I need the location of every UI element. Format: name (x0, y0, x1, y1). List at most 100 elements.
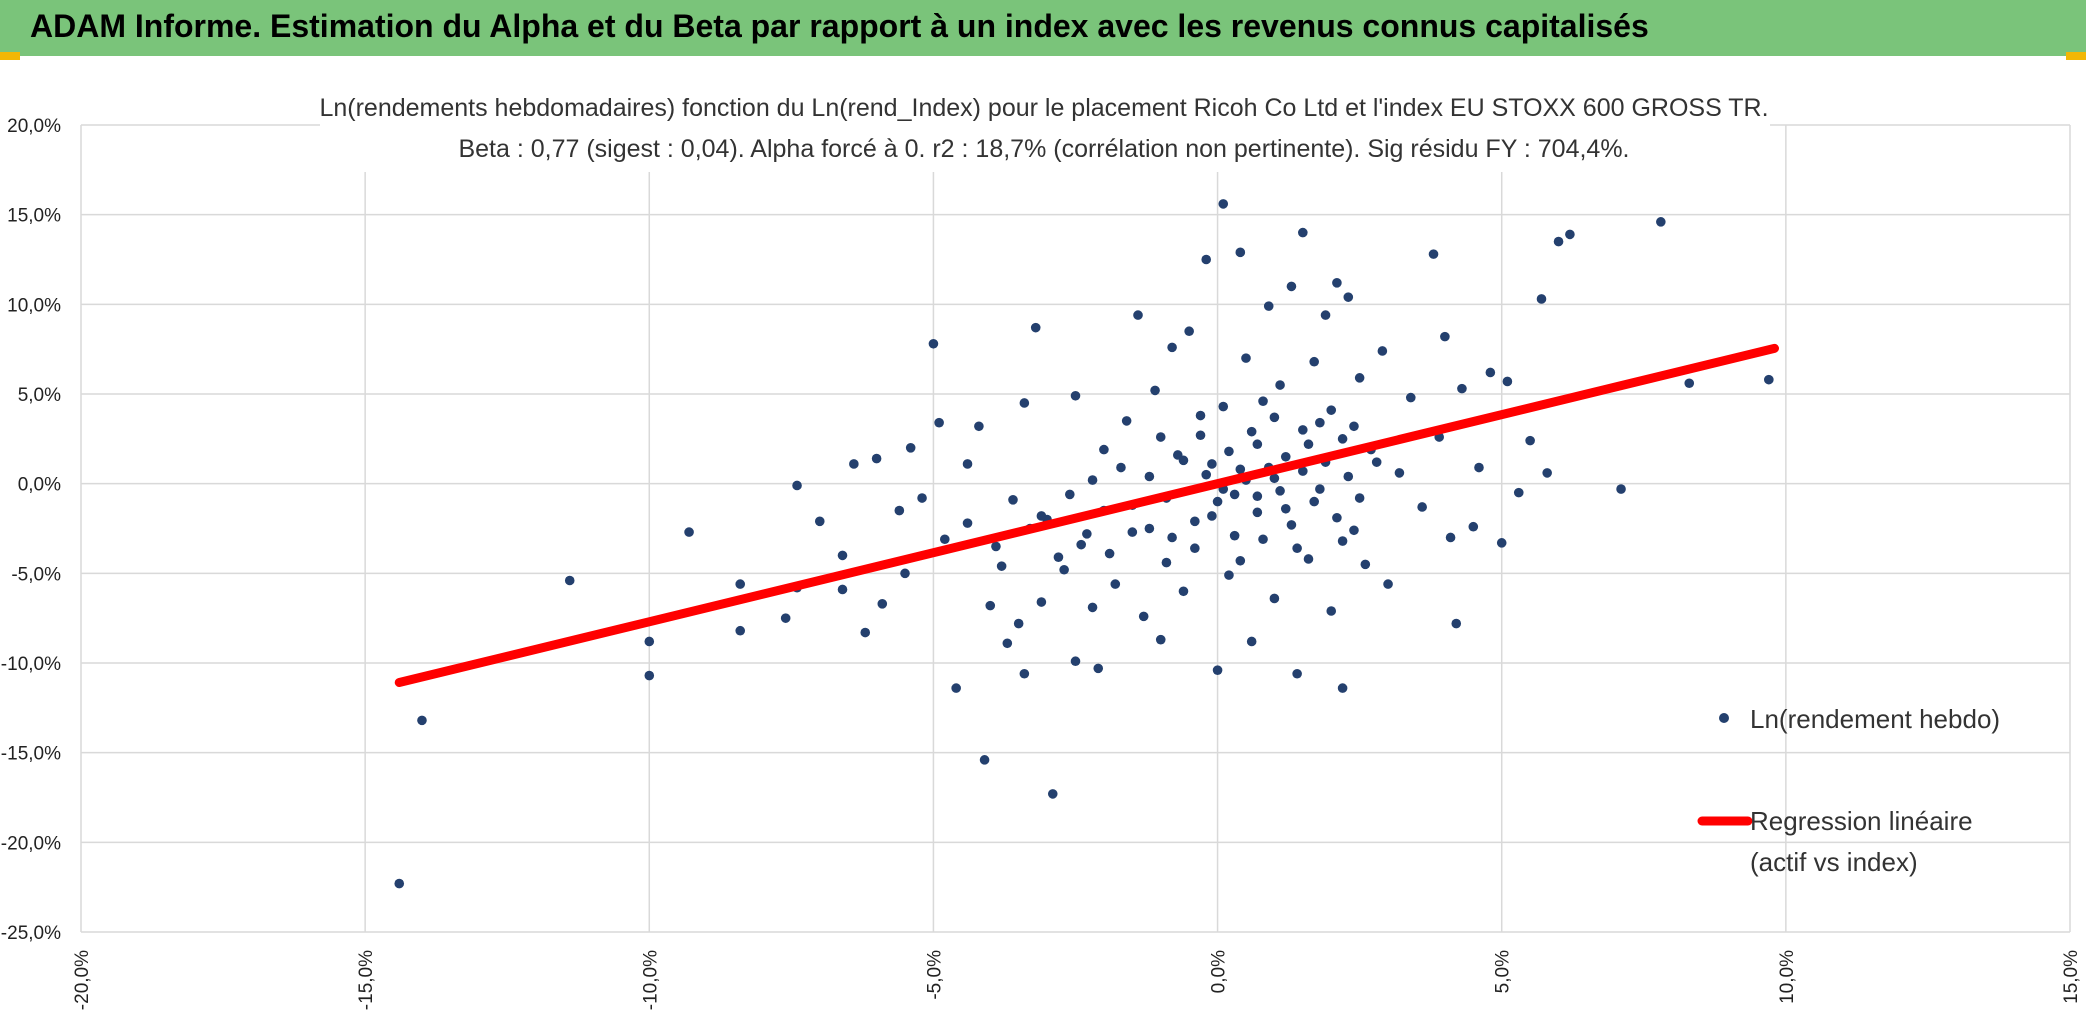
data-point (860, 627, 871, 638)
data-point (1451, 618, 1462, 629)
data-point (917, 493, 927, 503)
data-point (1371, 457, 1382, 467)
data-point (1190, 516, 1200, 527)
data-point (1036, 511, 1047, 521)
data-point (1224, 446, 1234, 457)
data-point (1218, 199, 1229, 209)
data-point (1502, 376, 1513, 387)
data-point (1235, 247, 1246, 258)
data-point (1246, 636, 1257, 647)
data-point (1292, 668, 1302, 679)
data-point (1207, 511, 1217, 521)
data-point (1059, 564, 1069, 575)
data-point (417, 715, 427, 726)
data-point (1542, 468, 1552, 478)
data-point (1155, 634, 1166, 645)
data-point (928, 338, 939, 349)
data-point (1309, 356, 1319, 367)
data-point (1280, 451, 1291, 462)
x-axis-tick-labels: -20,0% -15,0% -10,0% -5,0% 0,0% 5,0% 10,0% 15,0… (72, 950, 2082, 1010)
data-point (1070, 656, 1081, 667)
data-point (1332, 512, 1342, 523)
title-background (320, 84, 1770, 172)
data-point (394, 878, 405, 889)
data-point (1087, 475, 1098, 485)
data-point (1764, 374, 1774, 385)
data-point (1019, 398, 1030, 408)
data-point (1485, 367, 1496, 378)
data-point (849, 459, 859, 469)
data-point (837, 550, 848, 561)
data-point (1144, 471, 1155, 482)
data-point (1053, 552, 1064, 562)
data-point (1525, 435, 1535, 446)
y-tick-label: -20,0% (1, 833, 61, 854)
data-point (1099, 444, 1109, 455)
x-tick-label: 0,0% (1209, 950, 1230, 993)
data-point (1377, 346, 1388, 356)
header-bar: ADAM Informe. Estimation du Alpha et du … (0, 0, 2086, 56)
data-point (1303, 554, 1314, 564)
data-point (780, 613, 791, 623)
data-point (1133, 310, 1143, 320)
chart-title-line2: Beta : 0,77 (sigest : 0,04). Alpha forcé… (458, 135, 1629, 163)
data-point (974, 421, 984, 432)
data-point (1167, 342, 1177, 353)
data-point (1354, 373, 1365, 383)
data-point (1269, 412, 1280, 423)
data-point (1428, 249, 1439, 259)
data-point (1150, 385, 1160, 396)
data-point (985, 600, 996, 611)
data-point (1104, 548, 1115, 559)
data-point (644, 636, 655, 647)
data-point (814, 516, 825, 527)
y-tick-label: 10,0% (7, 295, 61, 316)
data-point (1087, 602, 1098, 613)
data-point (1280, 503, 1291, 514)
corner-marker-right (2066, 52, 2086, 60)
data-point (1298, 466, 1308, 476)
y-axis-tick-labels: 20,0% 15,0% 10,0% 5,0% 0,0% -5,0% -10,0% -15,0%… (1, 116, 61, 944)
data-point (1127, 527, 1138, 537)
data-point (1383, 579, 1393, 589)
data-point (1258, 396, 1268, 406)
data-point (792, 480, 802, 491)
legend-label-returns: Ln(rendement hebdo) (1750, 704, 2000, 734)
data-point (1008, 495, 1018, 505)
data-point (1286, 281, 1297, 292)
data-point (1138, 611, 1149, 622)
data-point (1417, 502, 1427, 512)
data-point (1167, 532, 1177, 543)
data-point (934, 417, 944, 428)
data-point (1013, 618, 1024, 629)
x-tick-label: -5,0% (924, 950, 945, 1000)
data-point (1474, 462, 1484, 473)
data-point (1269, 473, 1280, 484)
header-title: ADAM Informe. Estimation du Alpha et du … (30, 8, 1649, 44)
data-point (1343, 292, 1354, 302)
data-point (1178, 586, 1189, 597)
data-point (1326, 405, 1337, 415)
data-point (1184, 326, 1194, 337)
data-point (1235, 464, 1246, 475)
data-point (1116, 462, 1126, 473)
data-point (1002, 638, 1013, 649)
regression-line-group (394, 343, 1779, 688)
data-point (1616, 484, 1626, 494)
x-tick-label: 15,0% (2061, 950, 2082, 1004)
data-point (1030, 322, 1041, 333)
data-point (1298, 227, 1308, 238)
data-point (1207, 459, 1217, 469)
data-point (1405, 392, 1416, 403)
data-point (1195, 430, 1206, 441)
data-point (1354, 493, 1365, 503)
data-point (1320, 310, 1331, 320)
x-tick-label: 10,0% (1777, 950, 1798, 1004)
data-point (1332, 278, 1342, 288)
data-point (1065, 489, 1075, 500)
data-point (1337, 683, 1348, 693)
data-point (1286, 520, 1297, 530)
data-point (871, 453, 882, 464)
data-point (1536, 294, 1547, 304)
